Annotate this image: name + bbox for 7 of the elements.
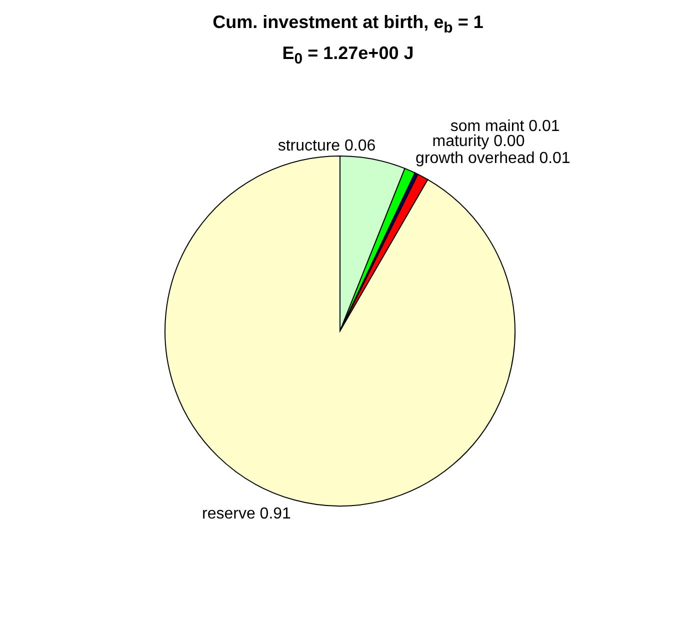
chart-subtitle: E$_{0}$ = 1.27e+00 J xyxy=(281,42,415,70)
slice-label: maturity 0.00 xyxy=(432,133,525,150)
slice-label: structure 0.06 xyxy=(278,138,376,155)
slice-label: reserve 0.91 xyxy=(202,506,292,523)
slice-label: growth overhead 0.01 xyxy=(416,150,570,167)
slice-label: som maint 0.01 xyxy=(450,118,560,135)
chart-title: Cum. investment at birth, e$_{b}$ = 1 xyxy=(212,11,484,39)
